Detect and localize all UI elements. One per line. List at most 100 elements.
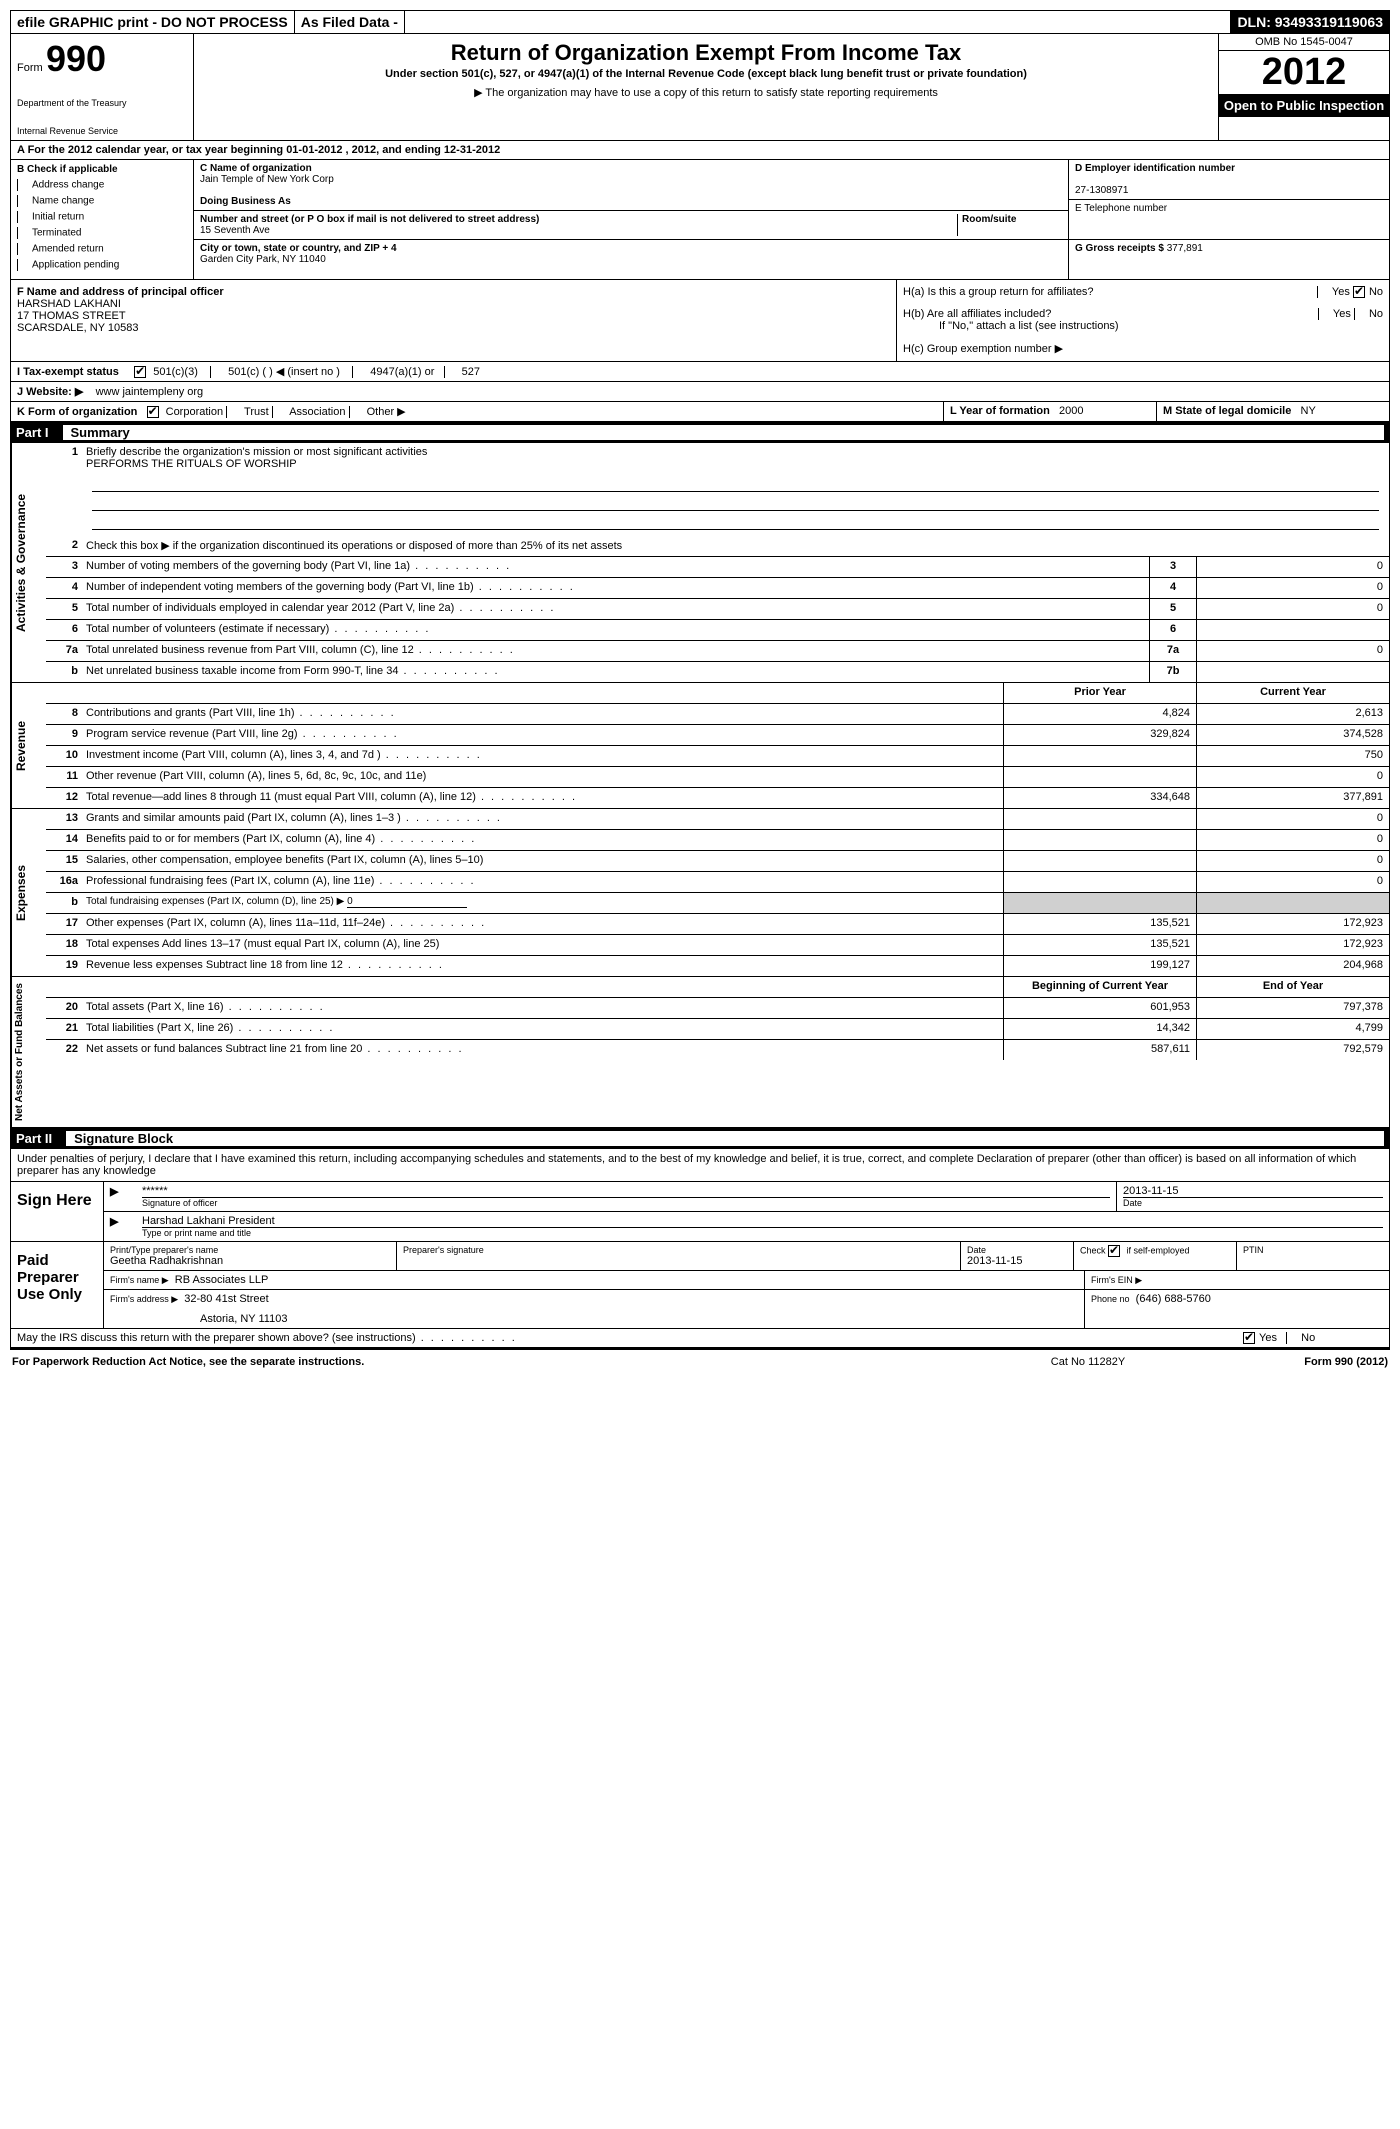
l10-label: Investment income (Part VIII, column (A)… [86, 749, 381, 761]
l16a-current: 0 [1196, 872, 1389, 892]
sign-here-label: Sign Here [11, 1182, 104, 1241]
l6-label: Total number of volunteers (estimate if … [86, 623, 329, 635]
l17-prior: 135,521 [1003, 914, 1196, 934]
k-label: K Form of organization [17, 406, 137, 418]
l21-current: 4,799 [1196, 1019, 1389, 1039]
part2-title: Signature Block [66, 1131, 1384, 1146]
hb-no: No [1369, 308, 1383, 320]
l4-label: Number of independent voting members of … [86, 581, 474, 593]
l11-prior [1003, 767, 1196, 787]
corp-label: Corporation [166, 406, 223, 418]
chk-address[interactable] [17, 179, 28, 191]
row-k-form-org: K Form of organization Corporation Trust… [10, 402, 1390, 422]
year-box: OMB No 1545-0047 2012 Open to Public Ins… [1218, 34, 1389, 140]
firm-name-label: Firm's name ▶ [110, 1275, 169, 1285]
form-id-box: Form 990 Department of the Treasury Inte… [11, 34, 194, 140]
form-title: Return of Organization Exempt From Incom… [202, 40, 1210, 66]
l8-current: 2,613 [1196, 704, 1389, 724]
chk-self-employed[interactable] [1108, 1245, 1120, 1257]
l5-label: Total number of individuals employed in … [86, 602, 454, 614]
row-i-tax-status: I Tax-exempt status 501(c)(3) 501(c) ( )… [10, 362, 1390, 382]
l14-label: Benefits paid to or for members (Part IX… [86, 833, 375, 845]
l20-label: Total assets (Part X, line 16) [86, 1001, 224, 1013]
side-expenses: Expenses [11, 809, 46, 976]
efile-notice: efile GRAPHIC print - DO NOT PROCESS [11, 11, 295, 33]
label-amended: Amended return [32, 244, 104, 255]
street-label: Number and street (or P O box if mail is… [200, 214, 957, 225]
chk-501c[interactable] [210, 366, 221, 378]
l11-current: 0 [1196, 767, 1389, 787]
chk-501c3[interactable] [134, 366, 146, 378]
l9-current: 374,528 [1196, 725, 1389, 745]
officer-printed: Harshad Lakhani President [142, 1215, 1383, 1227]
chk-hb-yes[interactable] [1318, 308, 1329, 320]
l12-label: Total revenue—add lines 8 through 11 (mu… [86, 791, 476, 803]
chk-assoc[interactable] [272, 406, 283, 418]
principal-officer: F Name and address of principal officer … [11, 280, 897, 361]
l7b-label: Net unrelated business taxable income fr… [86, 665, 398, 677]
501c3-label: 501(c)(3) [153, 366, 198, 378]
spacer [405, 11, 1231, 33]
l16b-value: 0 [347, 896, 467, 908]
col-d-ein: D Employer identification number 27-1308… [1068, 160, 1389, 279]
chk-initial[interactable] [17, 211, 28, 223]
chk-ha-yes[interactable] [1317, 286, 1328, 298]
l14-prior [1003, 830, 1196, 850]
year-formation: 2000 [1059, 405, 1083, 417]
firm-name: RB Associates LLP [175, 1274, 269, 1286]
l7a-label: Total unrelated business revenue from Pa… [86, 644, 414, 656]
website-value: www jaintempleny org [96, 386, 204, 398]
l20-prior: 601,953 [1003, 998, 1196, 1018]
form-subtitle: Under section 501(c), 527, or 4947(a)(1)… [202, 68, 1210, 80]
l12-prior: 334,648 [1003, 788, 1196, 808]
l7a-val: 0 [1196, 641, 1389, 661]
top-bar: efile GRAPHIC print - DO NOT PROCESS As … [10, 10, 1390, 34]
chk-trust[interactable] [226, 406, 237, 418]
l22-current: 792,579 [1196, 1040, 1389, 1060]
l21-prior: 14,342 [1003, 1019, 1196, 1039]
summary-net-assets: Net Assets or Fund Balances Beginning of… [10, 977, 1390, 1128]
org-info-block: B Check if applicable Address change Nam… [10, 160, 1390, 280]
l10-prior [1003, 746, 1196, 766]
form-note: ▶ The organization may have to use a cop… [202, 86, 1210, 99]
chk-amended[interactable] [17, 243, 28, 255]
chk-name[interactable] [17, 195, 28, 207]
chk-other[interactable] [349, 406, 360, 418]
chk-hb-no[interactable] [1354, 308, 1365, 320]
l13-current: 0 [1196, 809, 1389, 829]
room-label: Room/suite [962, 214, 1062, 225]
row-j-website: J Website: ▶ www jaintempleny org [10, 382, 1390, 402]
row-a-tax-year: A For the 2012 calendar year, or tax yea… [10, 141, 1390, 160]
l12-current: 377,891 [1196, 788, 1389, 808]
chk-terminated[interactable] [17, 227, 28, 239]
l15-current: 0 [1196, 851, 1389, 871]
col-b-label: B Check if applicable [17, 164, 187, 175]
chk-discuss-yes[interactable] [1243, 1332, 1255, 1344]
part1-num: Part I [16, 425, 63, 440]
city-value: Garden City Park, NY 11040 [200, 254, 1062, 265]
col-c-org: C Name of organization Jain Temple of Ne… [194, 160, 1068, 279]
501c-label: 501(c) ( ) ◀ (insert no ) [228, 366, 340, 378]
tel-label: E Telephone number [1075, 203, 1383, 214]
perjury-statement: Under penalties of perjury, I declare th… [11, 1149, 1389, 1181]
chk-pending[interactable] [17, 259, 28, 271]
l22-label: Net assets or fund balances Subtract lin… [86, 1043, 362, 1055]
chk-4947[interactable] [352, 366, 363, 378]
summary-activities: Activities & Governance 1 Briefly descri… [10, 443, 1390, 683]
l3-label: Number of voting members of the governin… [86, 560, 410, 572]
chk-ha-no[interactable] [1353, 286, 1365, 298]
chk-527[interactable] [444, 366, 455, 378]
discuss-yes: Yes [1259, 1332, 1277, 1344]
l13-label: Grants and similar amounts paid (Part IX… [86, 812, 401, 824]
l16b-label: Total fundraising expenses (Part IX, col… [86, 896, 344, 907]
assoc-label: Association [289, 406, 345, 418]
label-pending: Application pending [32, 260, 119, 271]
chk-corp[interactable] [147, 406, 159, 418]
j-label: J Website: ▶ [17, 386, 83, 398]
l9-prior: 329,824 [1003, 725, 1196, 745]
l16b-current [1196, 893, 1389, 913]
year-formation-label: L Year of formation [950, 405, 1050, 417]
l8-prior: 4,824 [1003, 704, 1196, 724]
l4-val: 0 [1196, 578, 1389, 598]
chk-discuss-no[interactable] [1286, 1332, 1297, 1344]
